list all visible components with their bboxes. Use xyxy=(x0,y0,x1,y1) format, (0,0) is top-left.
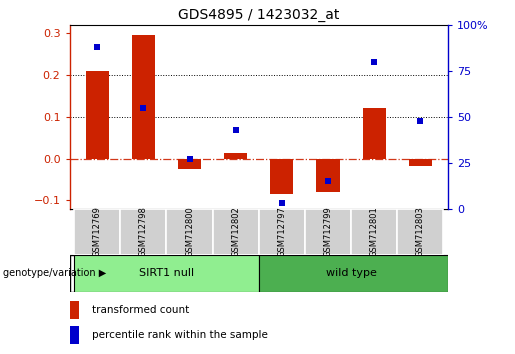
Text: genotype/variation ▶: genotype/variation ▶ xyxy=(3,268,106,279)
Bar xyxy=(351,209,397,255)
Bar xyxy=(74,209,121,255)
Text: SIRT1 null: SIRT1 null xyxy=(139,268,194,279)
Bar xyxy=(70,326,79,344)
Bar xyxy=(397,209,443,255)
Text: GSM712769: GSM712769 xyxy=(93,206,102,257)
Bar xyxy=(224,153,247,159)
Bar xyxy=(259,209,305,255)
Bar xyxy=(213,209,259,255)
Text: GSM712803: GSM712803 xyxy=(416,206,425,257)
Text: GSM712797: GSM712797 xyxy=(278,206,286,257)
Bar xyxy=(132,35,155,159)
Text: wild type: wild type xyxy=(325,268,376,279)
Text: GSM712798: GSM712798 xyxy=(139,206,148,257)
Text: GSM712801: GSM712801 xyxy=(370,206,379,257)
Bar xyxy=(409,159,432,166)
Bar xyxy=(70,301,79,319)
Title: GDS4895 / 1423032_at: GDS4895 / 1423032_at xyxy=(178,8,339,22)
Text: transformed count: transformed count xyxy=(92,305,190,315)
Bar xyxy=(259,255,448,292)
Text: percentile rank within the sample: percentile rank within the sample xyxy=(92,330,268,340)
Text: GSM712800: GSM712800 xyxy=(185,206,194,257)
Bar xyxy=(363,108,386,159)
Bar xyxy=(74,255,259,292)
Bar xyxy=(178,159,201,169)
Bar xyxy=(85,71,109,159)
Bar xyxy=(166,209,213,255)
Bar xyxy=(317,159,339,192)
Bar xyxy=(270,159,294,194)
Bar xyxy=(121,209,166,255)
Bar xyxy=(305,209,351,255)
Text: GSM712799: GSM712799 xyxy=(323,206,333,257)
Text: GSM712802: GSM712802 xyxy=(231,206,240,257)
